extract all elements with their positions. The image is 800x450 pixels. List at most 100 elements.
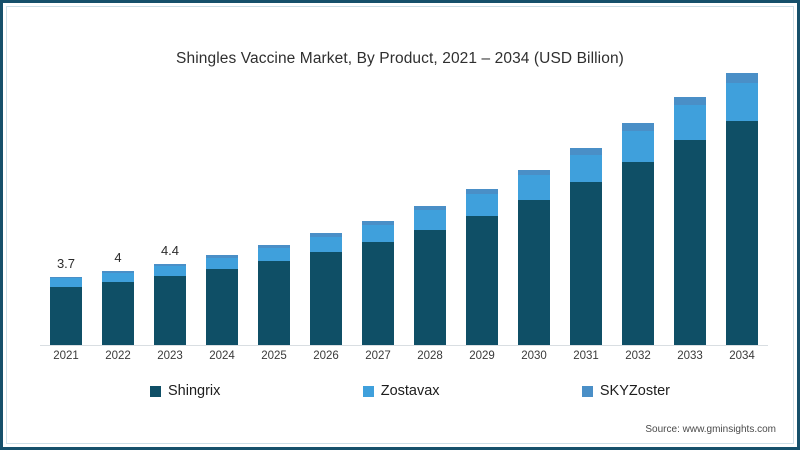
x-tick-label: 2022 (105, 350, 131, 362)
bar-segment-skyzoster[interactable] (154, 263, 186, 266)
chart-title: Shingles Vaccine Market, By Product, 202… (176, 50, 624, 67)
stacked-bar[interactable] (622, 123, 654, 345)
bar-segment-skyzoster[interactable] (102, 271, 134, 273)
bar-segment-skyzoster[interactable] (310, 233, 342, 237)
bar-segment-zostavax[interactable] (310, 236, 342, 252)
legend-label: Shingrix (168, 383, 221, 399)
x-tick-label: 2030 (521, 350, 547, 362)
legend-item-skyzoster[interactable]: SKYZoster (581, 383, 670, 399)
bar-segment-shingrix[interactable] (310, 251, 342, 345)
bar-segment-zostavax[interactable] (674, 104, 706, 140)
bar-segment-skyzoster[interactable] (414, 205, 446, 211)
bar-segment-shingrix[interactable] (622, 162, 654, 345)
bar-segment-zostavax[interactable] (50, 278, 82, 287)
stacked-bar[interactable] (154, 263, 186, 345)
stacked-bar[interactable] (414, 205, 446, 345)
bar-segment-zostavax[interactable] (102, 272, 134, 283)
chart-legend: Shingrix Zostavax SKYZoster (150, 383, 670, 399)
stacked-bar[interactable] (102, 271, 134, 345)
bar-segment-zostavax[interactable] (466, 193, 498, 216)
bar-segment-shingrix[interactable] (466, 215, 498, 345)
stacked-bar[interactable] (466, 188, 498, 345)
bar-segment-shingrix[interactable] (154, 276, 186, 345)
stacked-bar[interactable] (518, 169, 550, 345)
bar-group (612, 90, 664, 345)
x-axis-line (40, 345, 768, 346)
bar-group (352, 90, 404, 345)
legend-label: Zostavax (380, 383, 440, 399)
bar-segment-shingrix[interactable] (518, 199, 550, 345)
stacked-bar[interactable] (206, 255, 238, 345)
bar-segment-zostavax[interactable] (362, 224, 394, 242)
x-tick-label: 2033 (677, 350, 703, 362)
x-tick-label: 2026 (313, 350, 339, 362)
source-caption: Source: www.gminsights.com (645, 424, 776, 435)
bar-segment-skyzoster[interactable] (674, 96, 706, 105)
stacked-bar[interactable] (570, 148, 602, 345)
bar-series-container: 3.7 4 4.4 (40, 73, 768, 345)
bar-group: 4 (92, 90, 144, 345)
x-tick-label: 2024 (209, 350, 235, 362)
bar-segment-shingrix[interactable] (206, 269, 238, 345)
bar-segment-zostavax[interactable] (154, 265, 186, 277)
x-tick-label: 2021 (53, 350, 79, 362)
bar-group (300, 90, 352, 345)
legend-item-zostavax[interactable]: Zostavax (362, 383, 440, 399)
stacked-bar[interactable] (50, 276, 82, 345)
x-tick-label: 2027 (365, 350, 391, 362)
legend-swatch-icon (150, 385, 161, 397)
bar-segment-skyzoster[interactable] (518, 169, 550, 176)
bar-segment-skyzoster[interactable] (570, 148, 602, 155)
bar-segment-shingrix[interactable] (50, 286, 82, 345)
legend-item-shingrix[interactable]: Shingrix (150, 383, 220, 399)
bar-segment-zostavax[interactable] (622, 130, 654, 163)
stacked-bar[interactable] (362, 220, 394, 345)
bar-segment-skyzoster[interactable] (622, 123, 654, 131)
bar-segment-shingrix[interactable] (362, 241, 394, 345)
bar-group: 4.4 (144, 90, 196, 345)
x-tick-label: 2023 (157, 350, 183, 362)
bar-segment-shingrix[interactable] (102, 282, 134, 345)
bar-group (456, 90, 508, 345)
bar-segment-zostavax[interactable] (258, 247, 290, 261)
legend-label: SKYZoster (599, 383, 670, 399)
bar-segment-shingrix[interactable] (258, 260, 290, 345)
bar-group: 3.7 (40, 90, 92, 345)
stacked-bar[interactable] (726, 73, 758, 345)
bar-segment-shingrix[interactable] (674, 139, 706, 345)
x-axis-tick-labels: 2021 2022 2023 2024 2025 2026 2027 2028 2029 2030… (40, 350, 768, 362)
stacked-bar[interactable] (258, 244, 290, 345)
bar-group (196, 90, 248, 345)
x-tick-label: 2031 (573, 350, 599, 362)
x-tick-label: 2028 (417, 350, 443, 362)
bar-segment-skyzoster[interactable] (258, 244, 290, 248)
bar-segment-zostavax[interactable] (414, 210, 446, 230)
bar-segment-skyzoster[interactable] (726, 73, 758, 83)
bar-group (716, 73, 768, 345)
bar-segment-skyzoster[interactable] (206, 255, 238, 258)
x-tick-label: 2032 (625, 350, 651, 362)
bar-group (560, 90, 612, 345)
legend-swatch-icon (581, 385, 593, 397)
x-tick-label: 2034 (729, 350, 755, 362)
bar-group (404, 90, 456, 345)
bar-segment-skyzoster[interactable] (362, 220, 394, 225)
bar-value-label: 3.7 (56, 255, 76, 271)
bar-segment-zostavax[interactable] (518, 175, 550, 200)
bar-group (248, 90, 300, 345)
stacked-bar[interactable] (674, 96, 706, 345)
stacked-bar[interactable] (310, 233, 342, 345)
bar-segment-shingrix[interactable] (570, 182, 602, 345)
bar-segment-zostavax[interactable] (570, 154, 602, 183)
bar-segment-skyzoster[interactable] (50, 276, 82, 279)
bar-segment-shingrix[interactable] (726, 121, 758, 345)
bar-value-label: 4 (114, 250, 122, 266)
bar-segment-zostavax[interactable] (726, 82, 758, 122)
bar-group (508, 90, 560, 345)
x-tick-label: 2029 (469, 350, 495, 362)
bar-segment-shingrix[interactable] (414, 229, 446, 345)
x-tick-label: 2025 (261, 350, 287, 362)
bar-segment-zostavax[interactable] (206, 257, 238, 270)
bar-segment-skyzoster[interactable] (466, 188, 498, 194)
